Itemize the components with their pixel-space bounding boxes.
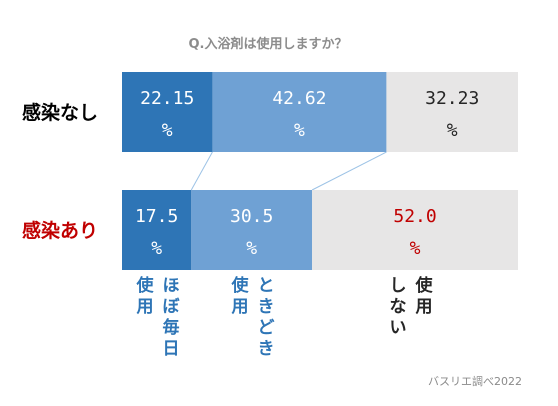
bar-segments: 22.15% 42.62% 32.23% 17.5% 30.5% 52.0% [122,72,518,270]
bar-infection-series-3 [312,190,518,270]
category-label-1-char: 毎 [163,317,180,338]
connector-lines [190,151,387,191]
bar-infection-series-2 [191,190,313,270]
value-label-no-infection-1: 22.15 [140,88,194,109]
value-unit-no-infection-3: % [447,120,458,141]
value-unit-infection-3: % [410,238,421,259]
category-label-1-char: 日 [163,339,180,359]
row-label-infection: 感染あり [22,219,98,242]
value-label-infection-1: 17.5 [135,206,178,227]
value-unit-no-infection-2: % [294,120,305,141]
connector-line-1 [190,151,213,191]
category-label-3-char: し [390,276,407,296]
category-label-2-char: と [258,276,275,296]
value-unit-infection-1: % [151,238,162,259]
bar-no-infection-series-2 [212,72,387,152]
category-label-3-char: な [390,297,407,317]
category-label-1-char: ぼ [163,297,181,317]
connector-line-2 [311,151,387,191]
value-unit-infection-2: % [246,238,257,259]
category-label-2-char: き [258,297,275,317]
category-label-3-char: い [390,318,407,338]
category-label-2-char: き [258,339,275,359]
category-label-1-char: 用 [137,297,154,317]
category-label-2-char: ど [258,318,275,338]
bar-no-infection-series-3 [386,72,518,152]
category-label-1-char: 使 [136,275,155,296]
row-label-no-infection: 感染なし [22,101,98,124]
chart-title: Q.入浴剤は使用しますか？ [189,36,348,52]
bar-infection-series-1 [122,190,192,270]
category-label-3-char: 使 [415,275,434,296]
value-label-no-infection-3: 32.23 [425,88,479,109]
value-unit-no-infection-1: % [162,120,173,141]
value-label-infection-2: 30.5 [230,206,273,227]
value-label-infection-3: 52.0 [393,206,436,227]
source-credit: バスリエ調べ2022 [428,374,522,388]
category-label-1-char: ほ [163,276,180,296]
category-label-2-char: 用 [232,297,249,317]
category-label-2-char: 使 [231,275,250,296]
category-label-3-char: 用 [416,297,433,317]
value-label-no-infection-2: 42.62 [272,88,326,109]
bar-no-infection-series-1 [122,72,213,152]
